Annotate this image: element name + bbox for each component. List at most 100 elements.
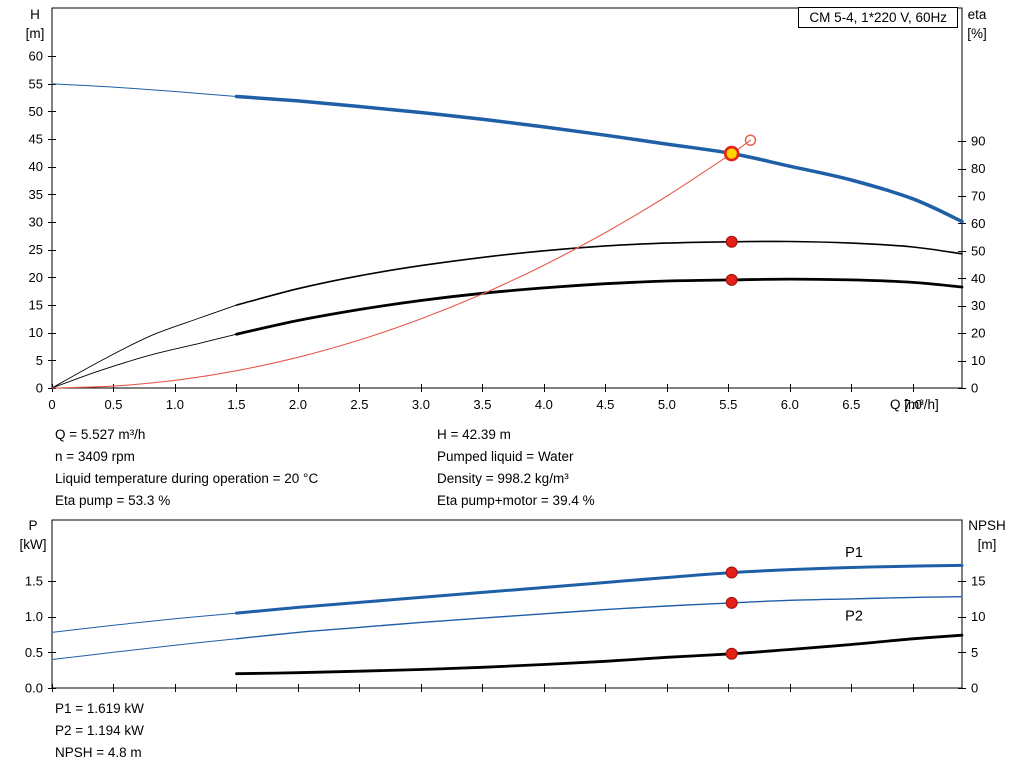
right-axis-tick-label: 10 xyxy=(971,609,985,624)
x-tick-label: 1.0 xyxy=(166,397,184,412)
x-tick-label: 6.5 xyxy=(842,397,860,412)
x-tick-label: 3.0 xyxy=(412,397,430,412)
x-tick-label: 4.0 xyxy=(535,397,553,412)
h-axis-symbol: H xyxy=(30,7,40,22)
right-axis-tick-label: 30 xyxy=(971,298,985,313)
series-p2-curve xyxy=(235,596,963,640)
p-axis-symbol: P xyxy=(28,518,38,533)
result-line-npsh: NPSH = 4.8 m xyxy=(55,745,142,760)
pump-model-label: CM 5-4, 1*220 V, 60Hz xyxy=(798,7,958,28)
x-tick-label: 2.0 xyxy=(289,397,307,412)
right-axis-tick-label: 70 xyxy=(971,188,985,203)
left-axis-tick-label: 0.5 xyxy=(25,645,43,660)
npsh-axis-unit: [m] xyxy=(977,537,997,552)
series-eta-pump-motor-lead xyxy=(51,333,237,389)
info-line-speed: n = 3409 rpm xyxy=(55,449,135,464)
right-axis-tick-label: 60 xyxy=(971,216,985,231)
x-tick-label: 1.5 xyxy=(227,397,245,412)
h-axis-unit: [m] xyxy=(25,26,45,41)
eta-axis-symbol: eta xyxy=(967,7,987,22)
left-axis-tick-label: 50 xyxy=(29,104,43,119)
duty-point[interactable] xyxy=(723,145,740,162)
series-system-curve xyxy=(51,139,752,389)
p-axis-title: P [kW] xyxy=(8,516,58,554)
x-tick-label: 2.5 xyxy=(350,397,368,412)
series-p1-curve xyxy=(235,563,964,615)
info-line-temperature: Liquid temperature during operation = 20… xyxy=(55,471,319,486)
x-tick-label: 0 xyxy=(48,397,55,412)
left-axis-tick-label: 45 xyxy=(29,132,43,147)
eta-axis-unit: [%] xyxy=(967,26,987,41)
p1-point xyxy=(725,566,738,579)
curve-label-p2: P2 xyxy=(845,608,863,624)
series-eta-pump-motor-curve xyxy=(235,277,964,336)
left-axis-tick-label: 5 xyxy=(36,353,43,368)
right-axis-tick-label: 15 xyxy=(971,574,985,589)
series-p2-lead xyxy=(51,638,237,660)
eta-pump-point xyxy=(725,235,738,248)
left-axis-tick-label: 55 xyxy=(29,76,43,91)
projected-point xyxy=(744,134,757,146)
result-line-p1: P1 = 1.619 kW xyxy=(55,701,144,716)
p-axis-unit: [kW] xyxy=(19,537,47,552)
left-axis-tick-label: 1.0 xyxy=(25,609,43,624)
npsh-axis-title: NPSH [m] xyxy=(956,516,1018,554)
left-axis-tick-label: 15 xyxy=(29,298,43,313)
duty-info-left: Q = 5.527 m³/h n = 3409 rpm Liquid tempe… xyxy=(55,424,318,512)
result-panel: P1 = 1.619 kW P2 = 1.194 kW NPSH = 4.8 m xyxy=(55,698,144,764)
right-axis-tick-label: 5 xyxy=(971,645,978,660)
plot-border xyxy=(51,7,963,389)
curve-label-p1: P1 xyxy=(845,545,863,561)
npsh-point xyxy=(725,647,738,660)
info-line-head: H = 42.39 m xyxy=(437,427,511,442)
right-axis-tick-label: 80 xyxy=(971,161,985,176)
series-npsh-curve xyxy=(235,633,964,676)
right-axis-tick-label: 50 xyxy=(971,243,985,258)
info-line-liquid: Pumped liquid = Water xyxy=(437,449,574,464)
right-axis-tick-label: 0 xyxy=(971,381,978,396)
left-axis-tick-label: 35 xyxy=(29,187,43,202)
left-axis-tick-label: 10 xyxy=(29,325,43,340)
q-axis-title: Q [m³/h] xyxy=(890,397,939,412)
x-tick-label: 0.5 xyxy=(104,397,122,412)
left-axis-tick-label: 0 xyxy=(36,381,43,396)
right-axis-tick-label: 20 xyxy=(971,326,985,341)
result-line-p2: P2 = 1.194 kW xyxy=(55,723,144,738)
x-tick-label: 6.0 xyxy=(781,397,799,412)
info-line-flow: Q = 5.527 m³/h xyxy=(55,427,146,442)
p2-point xyxy=(725,596,738,609)
left-axis-tick-label: 20 xyxy=(29,270,43,285)
right-axis-tick-label: 90 xyxy=(971,134,985,149)
series-eta-pump-curve xyxy=(235,240,963,306)
right-axis-tick-label: 0 xyxy=(971,681,978,696)
info-line-eta-pump: Eta pump = 53.3 % xyxy=(55,493,171,508)
left-axis-tick-label: 40 xyxy=(29,159,43,174)
x-tick-label: 5.0 xyxy=(658,397,676,412)
series-hq-curve xyxy=(234,94,964,224)
series-hq-curve-lead xyxy=(51,83,237,97)
h-axis-title: H [m] xyxy=(12,5,58,43)
npsh-axis-symbol: NPSH xyxy=(968,518,1006,533)
x-tick-label: 4.5 xyxy=(596,397,614,412)
duty-info-right: H = 42.39 m Pumped liquid = Water Densit… xyxy=(437,424,595,512)
info-line-density: Density = 998.2 kg/m³ xyxy=(437,471,569,486)
hq-eta-chart[interactable]: 0 0.5 1.0 1.5 2.0 2.5 3.0 3.5 4.0 4.5 5.0 5.5 6.0 6.5… xyxy=(0,0,1024,430)
x-tick-label: 7.0 xyxy=(904,397,922,412)
left-axis-tick-label: 0.0 xyxy=(25,681,43,696)
right-axis-tick-label: 40 xyxy=(971,271,985,286)
x-tick-label: 3.5 xyxy=(473,397,491,412)
right-axis-tick-label: 10 xyxy=(971,353,985,368)
series-p1-lead xyxy=(51,612,237,633)
plot-border xyxy=(51,519,963,689)
x-tick-label: 5.5 xyxy=(719,397,737,412)
left-axis-tick-label: 60 xyxy=(29,49,43,64)
left-axis-tick-label: 1.5 xyxy=(25,574,43,589)
eta-axis-title: eta [%] xyxy=(952,5,1002,43)
power-npsh-chart[interactable]: 0.0 0.5 1.0 1.5 0 5 10 15 P1 P2 xyxy=(0,512,1024,781)
eta-pump-motor-point xyxy=(725,273,738,286)
left-axis-tick-label: 25 xyxy=(29,242,43,257)
series-eta-pump-lead xyxy=(51,304,237,389)
info-line-eta-pump-motor: Eta pump+motor = 39.4 % xyxy=(437,493,595,508)
left-axis-tick-label: 30 xyxy=(29,215,43,230)
